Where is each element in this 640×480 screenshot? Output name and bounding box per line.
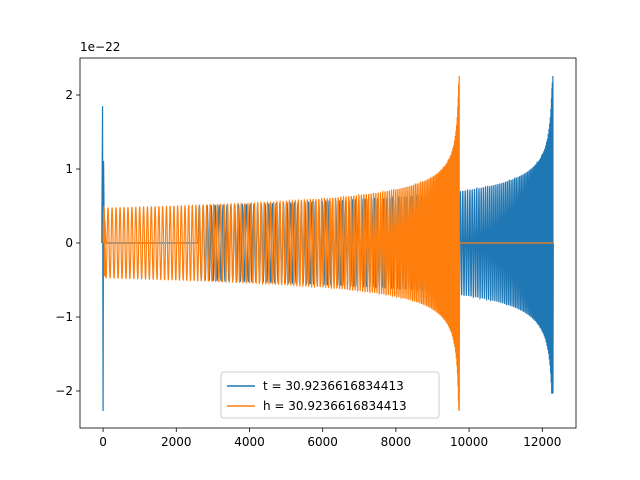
x-tick-label: 4000	[234, 435, 265, 449]
y-tick-label: 2	[65, 88, 73, 102]
y-axis: −2 −1 0 1 2	[55, 88, 80, 398]
x-tick-label: 12000	[523, 435, 561, 449]
legend-label-1: t = 30.9236616834413	[263, 379, 404, 393]
x-tick-label: 10000	[450, 435, 488, 449]
y-tick-label: −1	[55, 310, 73, 324]
legend-box	[220, 371, 440, 419]
x-tick-label: 0	[99, 435, 107, 449]
y-tick-label: 0	[65, 236, 73, 250]
series-line-2	[102, 76, 553, 411]
x-tick-label: 8000	[381, 435, 412, 449]
legend: t = 30.9236616834413 h = 30.9236616834413	[220, 371, 440, 419]
x-tick-label: 6000	[307, 435, 338, 449]
y-offset-label: 1e−22	[80, 40, 120, 54]
x-axis: 0 2000 4000 6000 8000 10000 12000	[99, 428, 561, 449]
series-layer	[101, 76, 554, 411]
legend-label-2: h = 30.9236616834413	[263, 399, 407, 413]
y-tick-label: 1	[65, 162, 73, 176]
y-tick-label: −2	[55, 384, 73, 398]
x-tick-label: 2000	[161, 435, 192, 449]
